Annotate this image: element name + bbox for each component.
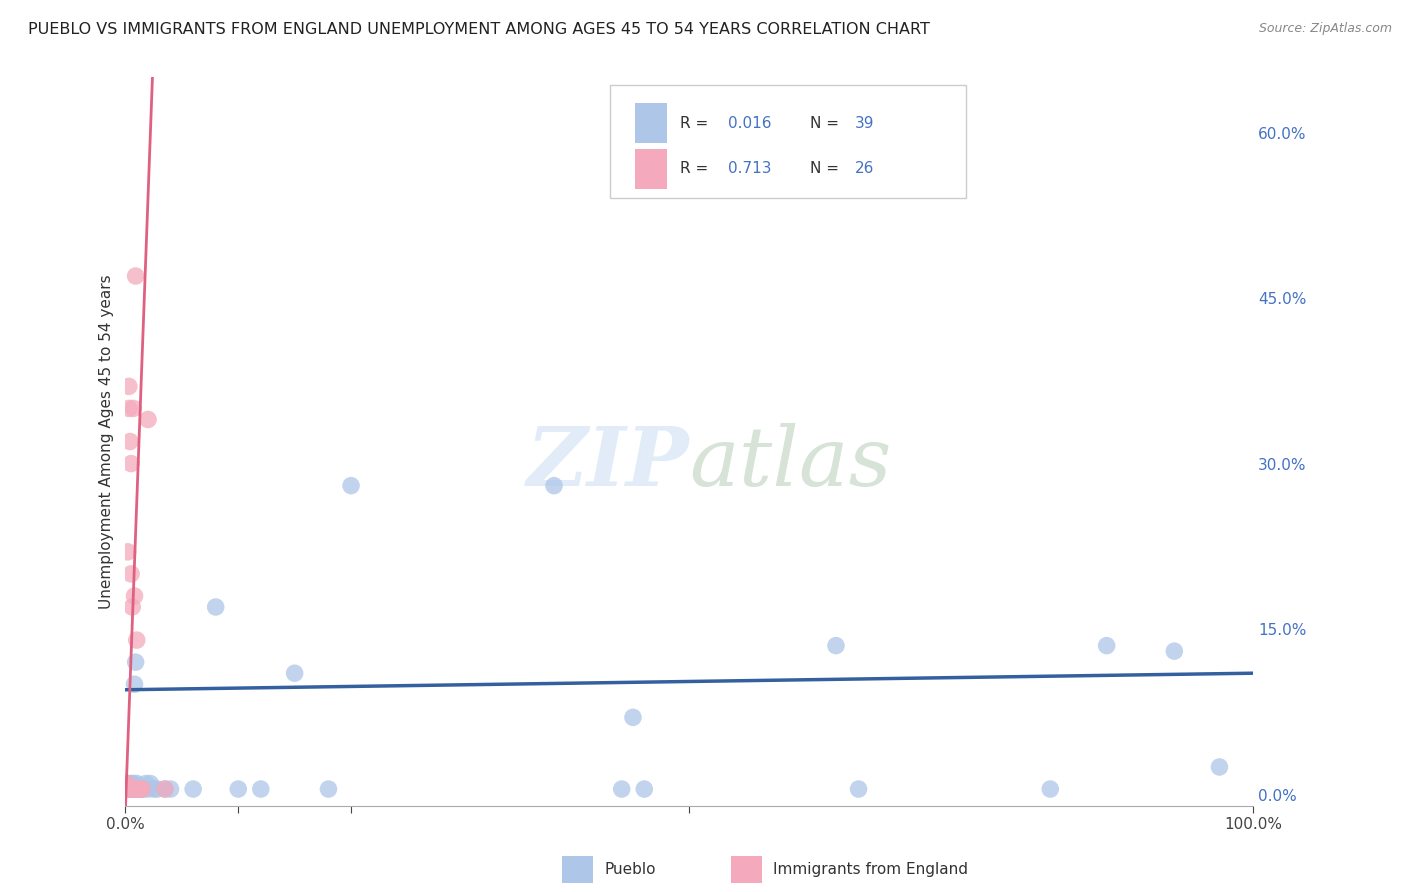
Pueblo xyxy=(120,776,142,790)
Pueblo xyxy=(125,776,148,790)
Pueblo xyxy=(181,782,204,797)
Immigrants from England xyxy=(118,379,141,393)
Immigrants from England xyxy=(118,782,141,797)
Immigrants from England xyxy=(117,782,139,797)
Pueblo xyxy=(124,782,146,797)
Pueblo xyxy=(136,782,159,797)
Pueblo xyxy=(139,776,162,790)
Pueblo xyxy=(122,776,145,790)
Pueblo xyxy=(610,782,633,797)
Immigrants from England xyxy=(129,782,152,797)
Immigrants from England xyxy=(118,434,141,449)
Text: 39: 39 xyxy=(855,116,875,131)
Immigrants from England xyxy=(122,782,145,797)
Bar xyxy=(636,149,666,189)
Immigrants from England xyxy=(122,401,145,416)
Immigrants from England xyxy=(120,457,142,471)
Pueblo xyxy=(825,639,848,653)
Immigrants from England xyxy=(114,782,136,797)
Y-axis label: Unemployment Among Ages 45 to 54 years: Unemployment Among Ages 45 to 54 years xyxy=(100,274,114,609)
Pueblo xyxy=(146,782,169,797)
Text: N =: N = xyxy=(810,116,844,131)
Immigrants from England xyxy=(120,566,142,581)
Immigrants from England xyxy=(117,545,139,559)
Pueblo xyxy=(633,782,655,797)
Immigrants from England xyxy=(153,782,176,797)
Immigrants from England xyxy=(114,776,136,790)
Pueblo xyxy=(1095,639,1118,653)
Text: 0.016: 0.016 xyxy=(728,116,772,131)
Pueblo xyxy=(1163,644,1185,658)
Immigrants from England xyxy=(128,782,150,797)
Immigrants from England xyxy=(118,782,141,797)
Pueblo xyxy=(226,782,249,797)
Text: Pueblo: Pueblo xyxy=(605,863,657,877)
FancyBboxPatch shape xyxy=(610,85,966,198)
Immigrants from England xyxy=(121,600,143,615)
Text: Immigrants from England: Immigrants from England xyxy=(773,863,969,877)
Pueblo xyxy=(204,600,226,615)
Immigrants from England xyxy=(120,782,142,797)
Immigrants from England xyxy=(136,412,159,426)
Immigrants from England xyxy=(124,268,146,283)
Pueblo xyxy=(124,677,146,691)
Immigrants from England xyxy=(115,776,138,790)
Pueblo xyxy=(132,782,155,797)
Bar xyxy=(636,103,666,144)
Pueblo xyxy=(142,782,165,797)
Text: R =: R = xyxy=(681,116,713,131)
Pueblo xyxy=(1208,760,1230,774)
Pueblo xyxy=(543,478,565,492)
Pueblo xyxy=(120,782,142,797)
Text: Source: ZipAtlas.com: Source: ZipAtlas.com xyxy=(1258,22,1392,36)
Pueblo xyxy=(121,782,143,797)
Pueblo xyxy=(284,666,307,681)
Pueblo xyxy=(249,782,271,797)
Pueblo xyxy=(848,782,870,797)
Text: 26: 26 xyxy=(855,161,875,177)
Pueblo xyxy=(1039,782,1062,797)
Pueblo xyxy=(128,782,150,797)
Pueblo xyxy=(340,478,363,492)
Immigrants from England xyxy=(115,782,138,797)
Text: R =: R = xyxy=(681,161,713,177)
Text: atlas: atlas xyxy=(689,424,891,503)
Text: PUEBLO VS IMMIGRANTS FROM ENGLAND UNEMPLOYMENT AMONG AGES 45 TO 54 YEARS CORRELA: PUEBLO VS IMMIGRANTS FROM ENGLAND UNEMPL… xyxy=(28,22,929,37)
Pueblo xyxy=(122,782,145,797)
Text: N =: N = xyxy=(810,161,844,177)
Immigrants from England xyxy=(121,782,143,797)
Pueblo xyxy=(621,710,644,724)
Text: 0.713: 0.713 xyxy=(728,161,772,177)
Text: ZIP: ZIP xyxy=(527,424,689,503)
Pueblo xyxy=(125,782,148,797)
Pueblo xyxy=(129,782,152,797)
Pueblo xyxy=(118,776,141,790)
Pueblo xyxy=(153,782,176,797)
Immigrants from England xyxy=(131,782,153,797)
Immigrants from England xyxy=(118,401,141,416)
Immigrants from England xyxy=(124,589,146,603)
Pueblo xyxy=(124,655,146,669)
Pueblo xyxy=(159,782,181,797)
Pueblo xyxy=(135,776,157,790)
Immigrants from England xyxy=(125,633,148,648)
Pueblo xyxy=(118,782,141,797)
Pueblo xyxy=(318,782,340,797)
